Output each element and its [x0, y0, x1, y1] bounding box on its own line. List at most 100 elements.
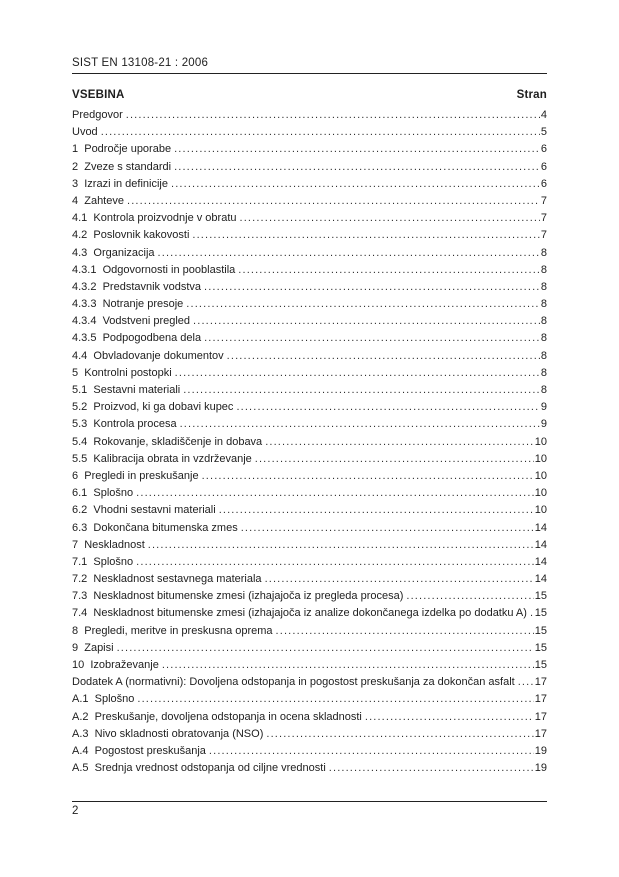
toc-dot-leader: [136, 554, 534, 571]
toc-dot-leader: [126, 107, 540, 124]
toc-dot-leader: [238, 262, 540, 279]
toc-entry: Predgovor 4: [72, 107, 547, 124]
toc-dot-leader: [204, 330, 540, 347]
toc-entry-page: 10: [534, 452, 547, 465]
toc-entry-page: 9: [540, 401, 547, 414]
toc-entry-label: A.4 Pogostost preskušanja: [72, 744, 206, 757]
toc-entry-page: 14: [534, 521, 547, 534]
toc-entry-page: 14: [534, 555, 547, 568]
toc-dot-leader: [192, 227, 539, 244]
toc-dot-leader: [365, 709, 534, 726]
toc-entry: A.3 Nivo skladnosti obratovanja (NSO) 17: [72, 726, 547, 743]
toc-entry-page: 5: [540, 126, 547, 139]
toc-entry: 2 Zveze s standardi 6: [72, 159, 547, 176]
toc-entry-label: A.1 Splošno: [72, 693, 135, 706]
toc-entry-label: A.2 Preskušanje, dovoljena odstopanja in…: [72, 710, 362, 723]
toc-entry-page: 8: [540, 384, 547, 396]
toc-entry-page: 15: [534, 624, 547, 637]
toc-dot-leader: [530, 605, 534, 622]
toc-entry-page: 4: [540, 109, 547, 121]
toc-entry: 4.1 Kontrola proizvodnje v obratu 7: [72, 210, 547, 227]
toc-entry-page: 10: [534, 469, 547, 482]
toc-entry-page: 9: [540, 418, 547, 431]
toc-entry-page: 15: [534, 590, 547, 603]
toc-dot-leader: [219, 502, 534, 519]
toc-entry: 7.2 Neskladnost sestavnega materiala 14: [72, 571, 547, 588]
toc-dot-leader: [186, 296, 540, 313]
toc-dot-leader: [227, 348, 540, 365]
toc-entry: Uvod 5: [72, 124, 547, 141]
toc-entry-label: 6 Pregledi in preskušanje: [72, 469, 199, 482]
toc-entry: 4.3.1 Odgovornosti in pooblastila 8: [72, 262, 547, 279]
toc-entry-page: 15: [534, 607, 547, 620]
toc-dot-leader: [174, 141, 540, 158]
toc-entry: 4.3 Organizacija 8: [72, 245, 547, 262]
toc-dot-leader: [175, 365, 540, 382]
toc-entry-label: 6.2 Vhodni sestavni materiali: [72, 504, 216, 517]
toc-entry-page: 8: [540, 263, 547, 276]
toc-dot-leader: [329, 760, 534, 777]
toc-entry: 7.4 Neskladnost bitumenske zmesi (izhaja…: [72, 605, 547, 622]
toc-entry-label: 7 Neskladnost: [72, 538, 145, 551]
toc-dot-leader: [240, 210, 540, 227]
toc-entry-label: 4.1 Kontrola proizvodnje v obratu: [72, 212, 237, 225]
toc-entry-label: 6.1 Splošno: [72, 487, 134, 500]
toc-entry-label: 9 Zapisi: [72, 641, 114, 654]
toc-entry: 10 Izobraževanje 15: [72, 657, 547, 674]
toc-entry-label: Predgovor: [72, 109, 123, 121]
toc-entry-label: 4.3.3 Notranje presoje: [72, 298, 184, 311]
toc-entry: 8 Pregledi, meritve in preskusna oprema …: [72, 623, 547, 640]
toc-entry-label: 8 Pregledi, meritve in preskusna oprema: [72, 624, 273, 637]
toc-entry-label: 10 Izobraževanje: [72, 659, 159, 671]
document-header: SIST EN 13108-21 : 2006: [72, 57, 547, 74]
toc-entry: 4.3.3 Notranje presoje 8: [72, 296, 547, 313]
toc-dot-leader: [202, 468, 534, 485]
toc-entry: 5.4 Rokovanje, skladiščenje in dobava 10: [72, 434, 547, 451]
toc-entry: 7.3 Neskladnost bitumenske zmesi (izhaja…: [72, 588, 547, 605]
toc-entry: 5.2 Proizvod, ki ga dobavi kupec 9: [72, 399, 547, 416]
toc-entry: A.2 Preskušanje, dovoljena odstopanja in…: [72, 709, 547, 726]
toc-entry: 3 Izrazi in definicije 6: [72, 176, 547, 193]
toc-entry-label: Uvod: [72, 126, 98, 139]
toc-entry-page: 8: [540, 349, 547, 362]
toc-entry-page: 17: [534, 693, 547, 706]
toc-entry-label: 5.4 Rokovanje, skladiščenje in dobava: [72, 435, 263, 448]
toc-entry-label: 5.5 Kalibracija obrata in vzdrževanje: [72, 452, 252, 465]
toc-entry-page: 8: [540, 315, 547, 328]
toc-entry-label: 4.3.5 Podpogodbena dela: [72, 332, 202, 345]
toc-entry-page: 8: [540, 332, 547, 345]
toc-entry: 7.1 Splošno 14: [72, 554, 547, 571]
toc-entry: 9 Zapisi 15: [72, 640, 547, 657]
toc-entry-page: 7: [540, 194, 547, 207]
toc-entry: 7 Neskladnost 14: [72, 537, 547, 554]
toc-dot-leader: [241, 520, 534, 537]
toc-title: VSEBINA: [72, 89, 125, 101]
toc-entry-page: 15: [534, 659, 547, 671]
toc-entry-label: 4.3 Organizacija: [72, 246, 155, 259]
page-column-heading: Stran: [516, 89, 547, 101]
toc-entry: A.5 Srednja vrednost odstopanja od ciljn…: [72, 760, 547, 777]
toc-entry-label: 4.3.1 Odgovornosti in pooblastila: [72, 263, 236, 276]
toc-entry-label: 6.3 Dokončana bitumenska zmes: [72, 521, 238, 534]
toc-entry: 5 Kontrolni postopki 8: [72, 365, 547, 382]
toc-dot-leader: [406, 588, 533, 605]
toc-entry-label: 5.1 Sestavni materiali: [72, 384, 181, 396]
toc-dot-leader: [171, 176, 540, 193]
toc-entry-page: 15: [534, 641, 547, 654]
toc-entry-label: 4.3.2 Predstavnik vodstva: [72, 280, 202, 293]
toc-entry: 4.2 Poslovnik kakovosti 7: [72, 227, 547, 244]
toc-entry-page: 7: [540, 212, 547, 225]
toc-entry: A.4 Pogostost preskušanja 19: [72, 743, 547, 760]
toc-entry: 1 Področje uporabe 6: [72, 141, 547, 158]
toc-entry-label: 1 Področje uporabe: [72, 143, 172, 156]
toc-dot-leader: [180, 416, 540, 433]
toc-list: Predgovor 4 Uvod 5 1 Področje uporabe 6 …: [72, 107, 547, 777]
toc-entry-page: 10: [534, 487, 547, 500]
toc-dot-leader: [265, 434, 534, 451]
toc-entry-page: 19: [534, 744, 547, 757]
toc-entry: 4.3.4 Vodstveni pregled 8: [72, 313, 547, 330]
toc-dot-leader: [162, 657, 534, 674]
toc-entry: 5.5 Kalibracija obrata in vzdrževanje 10: [72, 451, 547, 468]
toc-entry: 6 Pregledi in preskušanje 10: [72, 468, 547, 485]
toc-entry-page: 17: [534, 676, 547, 689]
